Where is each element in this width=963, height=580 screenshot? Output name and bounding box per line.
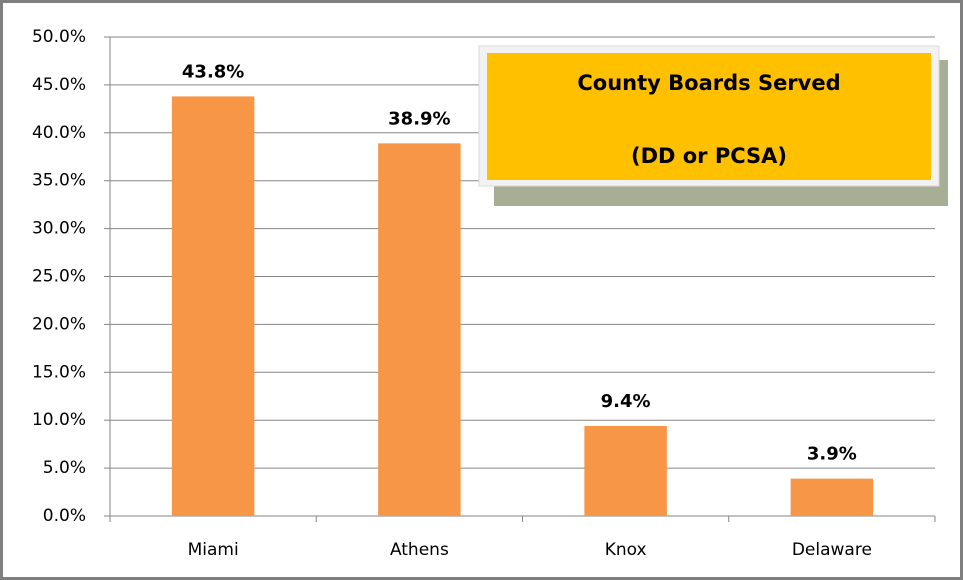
- chart-title: County Boards Served: [577, 71, 840, 95]
- title-box: [487, 53, 931, 180]
- y-tick-label: 45.0%: [32, 75, 86, 95]
- bar: [584, 425, 667, 516]
- y-tick-label: 0.0%: [43, 506, 86, 526]
- y-tick-label: 50.0%: [32, 27, 86, 47]
- y-tick-label: 35.0%: [32, 171, 86, 191]
- data-label: 9.4%: [601, 391, 651, 412]
- data-label: 3.9%: [807, 444, 857, 465]
- x-tick-label: Delaware: [792, 540, 872, 560]
- chart-subtitle: (DD or PCSA): [631, 144, 787, 168]
- data-label: 43.8%: [182, 61, 244, 82]
- y-tick-label: 25.0%: [32, 267, 86, 287]
- x-tick-label: Knox: [605, 540, 647, 560]
- bar: [378, 143, 461, 516]
- data-label: 38.9%: [388, 108, 450, 129]
- y-tick-label: 15.0%: [32, 362, 86, 382]
- x-tick-label: Athens: [390, 540, 449, 560]
- y-tick-label: 40.0%: [32, 123, 86, 143]
- y-tick-label: 10.0%: [32, 410, 86, 430]
- bar: [171, 96, 255, 517]
- y-tick-label: 20.0%: [32, 314, 86, 334]
- y-tick-label: 30.0%: [32, 219, 86, 239]
- y-tick-label: 5.0%: [43, 458, 86, 478]
- bar: [790, 478, 874, 516]
- plot-area: 0.0% 5.0% 10.0% 15.0% 20.0% 25.0% 30.0% 35.0% 40…: [32, 27, 936, 560]
- x-tick-label: Miami: [188, 540, 239, 560]
